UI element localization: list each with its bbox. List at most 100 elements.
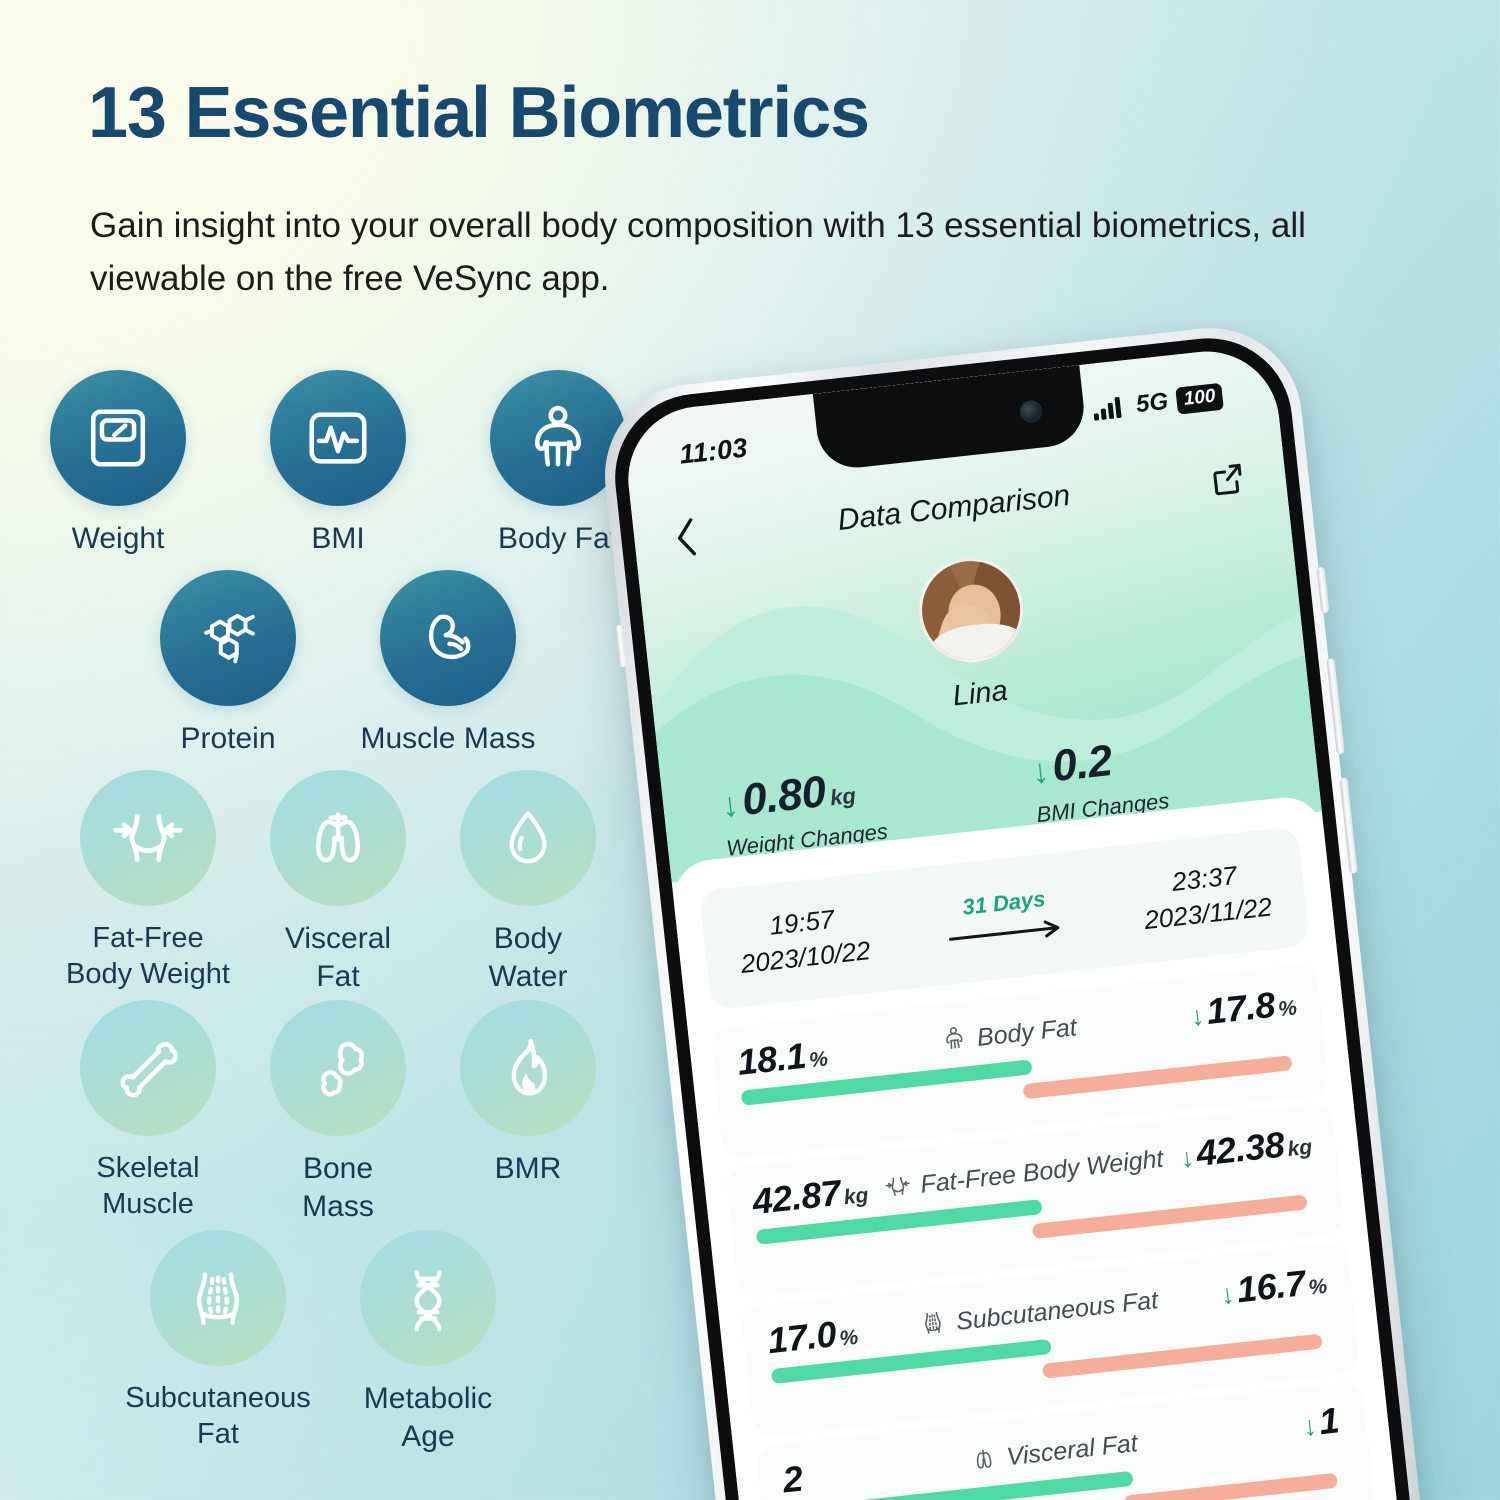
biometric-label: Visceral Fat [284, 922, 392, 993]
phone-mockup: 11:03 5G 100 [574, 290, 1499, 1500]
subcutaneous-icon [919, 1308, 948, 1342]
metric-start-value: 17.0 [765, 1313, 839, 1362]
biometric-item-fat-free-body-weight: Fat-Free Body Weight [58, 770, 238, 993]
water-drop-icon [460, 770, 596, 906]
range-days-label: 31 Days [961, 885, 1047, 920]
metric-trend-icon: ↓ [1189, 1000, 1206, 1032]
phone-bezel: 11:03 5G 100 [606, 329, 1426, 1500]
metric-end-value: 42.38 [1194, 1123, 1287, 1174]
side-button-mute[interactable] [1316, 566, 1330, 614]
volume-down-button[interactable] [1339, 777, 1358, 874]
biometric-label: BMI [311, 522, 365, 555]
metric-end-value: 17.8 [1204, 983, 1277, 1032]
page-subtitle: Gain insight into your overall body comp… [90, 206, 1306, 298]
share-export-icon[interactable] [1208, 459, 1248, 499]
metric-trend-icon: ↓ [1301, 1410, 1319, 1442]
phone-body: 11:03 5G 100 [595, 318, 1437, 1500]
flexed-bicep-icon [380, 570, 516, 706]
phone-screen: 11:03 5G 100 [620, 344, 1411, 1500]
page-title: 13 Essential Biometrics [88, 73, 870, 153]
bone-icon [80, 1000, 216, 1136]
metric-card[interactable]: 18.1% Body Fat ↓ 17.8% [709, 962, 1331, 1161]
biometric-item-bone-mass: Bone Mass [248, 1000, 428, 1225]
summary-arrow-icon: ↓ [1029, 751, 1051, 792]
biometric-item-body-water: Body Water [438, 770, 618, 995]
metric-end-unit: % [1277, 996, 1299, 1022]
metric-trend-icon: ↓ [1178, 1142, 1196, 1174]
summary-value: 0.2 [1049, 735, 1115, 792]
biometric-item-bmr: BMR [438, 1000, 618, 1188]
summary-unit: kg [828, 782, 858, 811]
flame-icon [460, 1000, 596, 1136]
biometric-item-metabolic-age: Metabolic Age [338, 1230, 518, 1455]
waist-arrows-icon [80, 770, 216, 906]
phone-notch [812, 365, 1088, 472]
metric-card[interactable]: 42.87 kg Fat-Free Body Weight ↓ 42.38 kg [724, 1102, 1346, 1300]
metric-start-unit: kg [842, 1183, 870, 1210]
cellular-signal-icon [1094, 397, 1122, 421]
status-time: 11:03 [677, 431, 749, 470]
metric-name: Body Fat [975, 1013, 1079, 1052]
metric-bar-end [1123, 1472, 1338, 1500]
chevron-left-icon[interactable] [672, 515, 700, 559]
biometric-item-protein: Protein [138, 570, 318, 758]
metric-end-value: 16.7 [1234, 1262, 1308, 1311]
bone-joints-icon [270, 1000, 406, 1136]
metric-start-value: 18.1 [735, 1034, 808, 1083]
front-camera-icon [1018, 399, 1044, 424]
body-fat-icon [940, 1024, 969, 1058]
range-end: 23:37 2023/11/22 [1139, 857, 1274, 936]
mute-switch[interactable] [614, 624, 628, 668]
range-duration: 31 Days [944, 884, 1067, 953]
biometric-label: Skeletal Muscle [96, 1152, 200, 1221]
volume-up-button[interactable] [1326, 658, 1345, 755]
biometric-item-body-fat: Body Fat [468, 370, 648, 558]
biometric-item-skeletal-muscle: Skeletal Muscle [58, 1000, 238, 1223]
network-type: 5G [1134, 387, 1170, 419]
status-bar: 11:03 5G 100 [624, 370, 1278, 480]
biometric-label: BMR [494, 1152, 562, 1185]
body-silhouette-icon [490, 370, 626, 506]
app-bar-title: Data Comparison [836, 478, 1072, 537]
dna-helix-icon [360, 1230, 496, 1366]
biometric-label: Body Fat [497, 522, 619, 555]
metric-start-unit: % [808, 1047, 830, 1073]
biometric-label: Weight [71, 522, 165, 555]
content-sheet: 19:57 2023/10/22 31 Days 23:37 [669, 793, 1411, 1500]
biometric-label: Body Water [488, 922, 568, 993]
metric-end-value: 1 [1316, 1399, 1341, 1443]
range-start: 19:57 2023/10/22 [736, 900, 873, 980]
biometric-item-visceral-fat: Visceral Fat [248, 770, 428, 995]
biometric-label: Fat-Free Body Weight [66, 922, 230, 991]
metric-bar-end [1041, 1333, 1323, 1379]
metric-start-value: 42.87 [750, 1171, 843, 1223]
summary-value: 0.80 [739, 767, 829, 825]
app-bar: Data Comparison [631, 440, 1288, 576]
left-content-panel: 13 Essential Biometrics Gain insight int… [0, 0, 1306, 1500]
metric-end-unit: % [1307, 1274, 1329, 1300]
date-range-card[interactable]: 19:57 2023/10/22 31 Days 23:37 [698, 826, 1311, 1011]
metric-start-value: 2 [780, 1457, 805, 1500]
metric-card[interactable]: 17.0% Subcutaneous Fat ↓ 16.7% [740, 1241, 1361, 1439]
biometric-label: Bone Mass [302, 1152, 374, 1223]
molecule-icon [160, 570, 296, 706]
biometric-item-bmi: BMI [248, 370, 428, 558]
battery-level: 100 [1175, 382, 1224, 415]
lungs-icon [270, 770, 406, 906]
fat-free-icon [883, 1171, 912, 1205]
biometric-label: Metabolic Age [363, 1382, 493, 1453]
metric-bar-end [1032, 1194, 1308, 1240]
arrow-right-icon [948, 919, 1060, 941]
pulse-monitor-icon [270, 370, 406, 506]
skin-fold-icon [150, 1230, 286, 1366]
metric-end-unit: kg [1286, 1135, 1314, 1162]
summary-arrow-icon: ↓ [719, 785, 741, 826]
visceral-icon [969, 1443, 998, 1477]
metric-card[interactable]: 2 Visceral Fat ↓ 1 [755, 1380, 1376, 1500]
metric-trend-icon: ↓ [1219, 1278, 1236, 1311]
scale-icon [50, 370, 186, 506]
metric-start-unit: % [838, 1325, 860, 1351]
biometric-label: Muscle Mass [360, 722, 536, 755]
biometric-item-weight: Weight [28, 370, 208, 558]
metric-name: Subcutaneous Fat [954, 1286, 1160, 1336]
